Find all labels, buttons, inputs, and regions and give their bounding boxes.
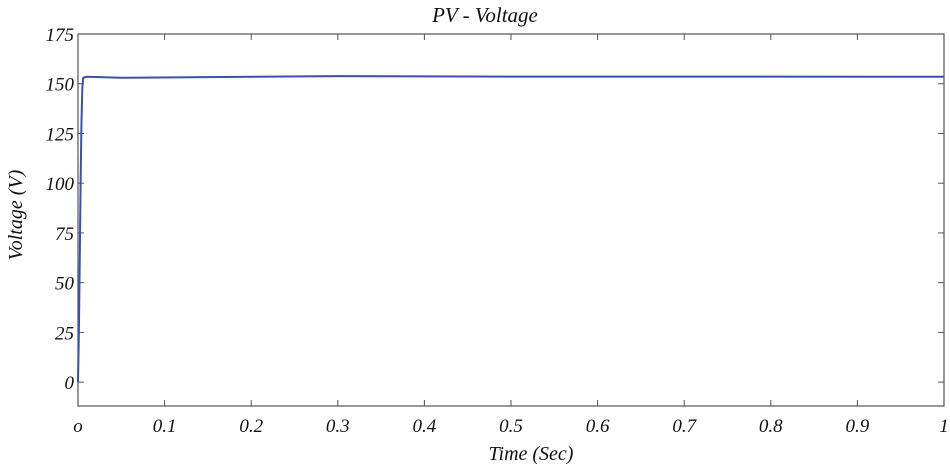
x-tick-label: 0.2 xyxy=(239,416,263,437)
x-axis-label: Time (Sec) xyxy=(489,443,574,465)
series-layer xyxy=(77,75,945,383)
y-tick-label: 0 xyxy=(65,373,75,394)
y-tick-label: 125 xyxy=(46,124,75,145)
x-tick-label: 0.1 xyxy=(153,416,177,437)
y-tick-label: 50 xyxy=(55,274,75,295)
chart-title: PV - Voltage xyxy=(431,3,538,27)
plot-frame xyxy=(77,33,945,407)
y-tick-label: 25 xyxy=(55,323,74,344)
y-tick-label: 175 xyxy=(46,25,75,46)
x-tick-label: 0.8 xyxy=(759,416,783,437)
x-tick-label: 1 xyxy=(939,416,949,437)
y-tick-label: 150 xyxy=(46,75,75,96)
x-tick-label: o xyxy=(73,416,83,437)
axis-ticks: o 0.1 0.2 0.3 0.4 0.5 0.6 0.7 0.8 0.9 1 0 25 50 75 100 1… xyxy=(46,25,949,437)
x-tick-label: 0.3 xyxy=(326,416,350,437)
y-tick-label: 100 xyxy=(46,174,75,195)
y-axis-label: Voltage (V) xyxy=(5,169,27,260)
x-tick-label: 0.7 xyxy=(672,416,697,437)
x-tick-label: 0.4 xyxy=(413,416,437,437)
y-tick-label: 75 xyxy=(55,224,74,245)
x-tick-label: 0.9 xyxy=(846,416,870,437)
x-tick-label: 0.6 xyxy=(586,416,610,437)
series-line-pv-voltage xyxy=(77,75,945,383)
x-tick-label: 0.5 xyxy=(499,416,523,437)
